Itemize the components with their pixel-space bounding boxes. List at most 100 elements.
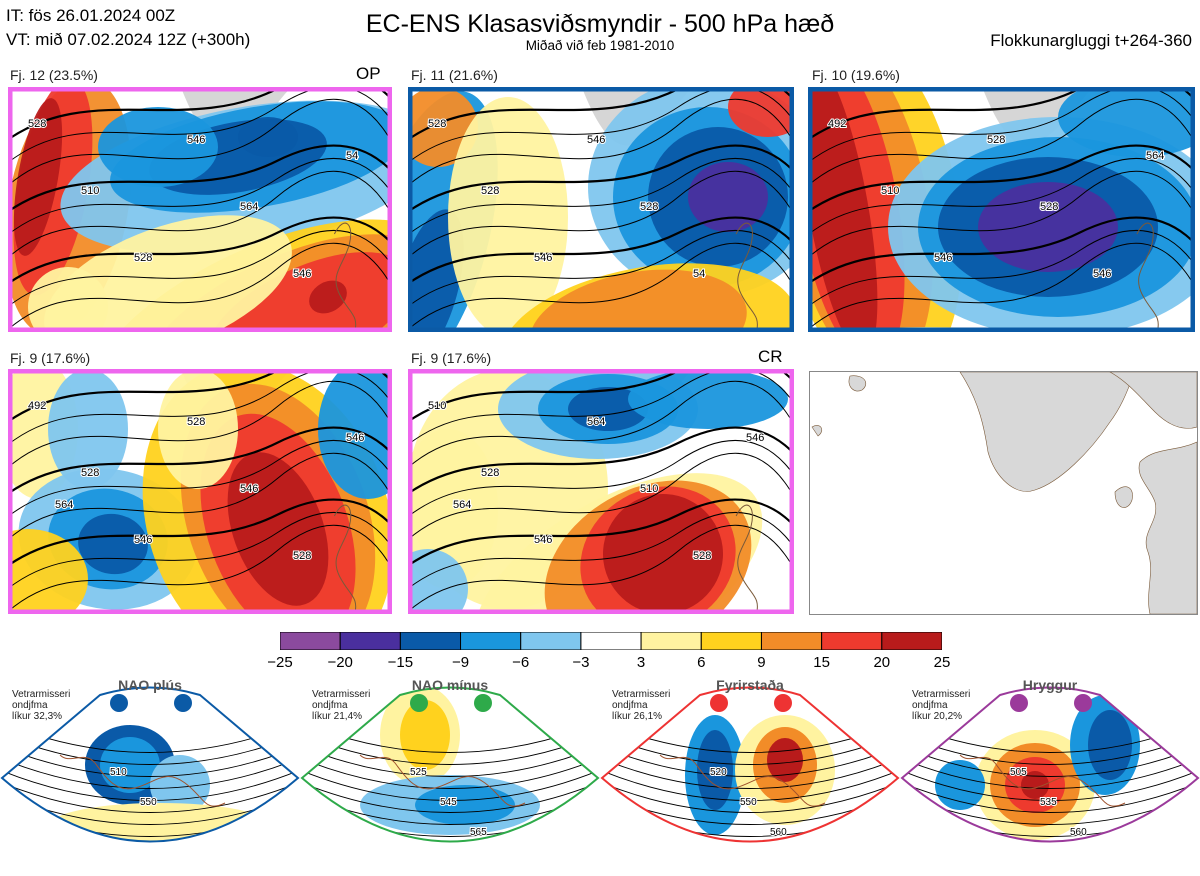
regime-anomaly: [1021, 771, 1049, 799]
contour-label: 528: [187, 416, 205, 428]
regime-anomaly: [935, 760, 985, 810]
contour-label: 528: [987, 134, 1005, 146]
regime-contour: [2, 755, 298, 789]
panel-border: [408, 369, 794, 614]
classification-window: Flokkunargluggi t+264-360: [990, 31, 1192, 50]
regime-contour: [602, 743, 898, 777]
contour-label: 528: [1040, 201, 1058, 213]
anomaly-region: [206, 252, 392, 332]
colorbar-tick-label: −15: [387, 654, 414, 671]
panel-border: [408, 87, 794, 332]
colorbar-tick-label: 15: [813, 654, 830, 671]
regime-title: Fyrirstaða: [716, 677, 784, 693]
colorbar-tick-label: 3: [636, 654, 646, 671]
regime-nao-plus: 510 550 NAO plús Vetrarmisseri ondjfma líkur …: [0, 675, 300, 871]
cluster-map: 510 528 546 564 510 528 546 564: [408, 369, 794, 614]
cluster-map: 492 510 546 528 528 546 564: [808, 87, 1195, 332]
page-subtitle: Miðað við feb 1981-2010: [525, 38, 675, 53]
issue-time: IT: fös 26.01.2024 00Z: [6, 6, 176, 25]
regime-note-line: Vetrarmisseri: [912, 689, 971, 700]
regime-note: Vetrarmisseri ondjfma líkur 32,3%: [12, 689, 70, 722]
colorbar-segment: [760, 632, 823, 650]
regime-contour: [2, 743, 298, 777]
regime-contour: [302, 779, 598, 813]
colorbar-tick-label: −25: [267, 654, 293, 671]
regime-contour-label: 565: [470, 827, 487, 838]
coastline: [333, 504, 357, 614]
regime-marker-dot: [1010, 694, 1028, 712]
contour-label: 510: [640, 483, 658, 495]
contour-label: 546: [534, 252, 552, 264]
contour-label: 510: [81, 185, 99, 197]
anomaly-region: [1058, 87, 1195, 157]
regime-note: Vetrarmisseri ondjfma líkur 21,4%: [312, 689, 370, 722]
colorbar-segment: [640, 632, 702, 650]
regime-contour: [902, 779, 1198, 813]
contour-label: 528: [481, 185, 499, 197]
cluster-map-panel: 510 528 546 564 510 528 546 564: [408, 369, 794, 614]
panel-3-label: Fj. 10 (19.6%): [812, 67, 900, 83]
contour-label: 564: [453, 499, 471, 511]
contour-label: 546: [346, 432, 364, 444]
regime-note-line: Vetrarmisseri: [612, 689, 671, 700]
regime-contour: [902, 767, 1198, 801]
contour-label: 528: [134, 252, 152, 264]
regime-note: Vetrarmisseri ondjfma líkur 20,2%: [912, 689, 970, 722]
contour-label: 546: [587, 134, 605, 146]
regime-note-line: ondjfma: [612, 700, 648, 711]
regime-contour-label: 510: [110, 767, 127, 778]
regime-contour: [602, 767, 898, 801]
coastline: [735, 504, 758, 614]
colorbar-segment: [339, 632, 401, 650]
regime-fan-border: [600, 686, 900, 843]
contour-label: 564: [1146, 150, 1164, 162]
empty-map-panel: [809, 371, 1198, 615]
coastline: [333, 222, 357, 332]
cluster-map-panel: 492 510 546 528 528 546 564: [808, 87, 1195, 332]
regime-fan-border: [0, 686, 300, 843]
anomaly-region: [688, 162, 768, 232]
regime-anomaly: [415, 785, 515, 825]
cluster-map-panel: 528 510 528 546 564 546 54: [8, 87, 392, 332]
regime-note: Vetrarmisseri ondjfma líkur 26,1%: [612, 689, 670, 722]
contour-label: 546: [934, 252, 952, 264]
contour-label: 546: [134, 534, 152, 546]
cluster-map: 528 510 528 546 564 546 54: [8, 87, 392, 332]
regime-contour: [902, 743, 1198, 777]
regime-fan: 505 535 560: [900, 686, 1200, 843]
contour-label: 510: [428, 400, 446, 412]
regime-contour: [602, 779, 898, 813]
contour-label: 54: [346, 150, 358, 162]
regime-contour: [302, 767, 598, 801]
contour-label: 546: [187, 134, 205, 146]
regime-contour-label: 560: [770, 827, 787, 838]
regime-contour-label: 525: [410, 767, 427, 778]
contour-label: 564: [240, 201, 258, 213]
contour-label: 54: [693, 268, 705, 280]
colorbar-tick-label: −20: [327, 654, 353, 671]
anomaly-region: [568, 387, 648, 431]
contour-label: 546: [746, 432, 764, 444]
contour-label: 546: [240, 483, 258, 495]
regime-note-line: ondjfma: [912, 700, 948, 711]
panel-5-label: Fj. 9 (17.6%): [411, 350, 492, 366]
regime-nao-minus: 525 545 565 NAO mínus Vetrarmisseri ondjfma lí…: [300, 675, 600, 871]
regime-marker-dot: [474, 694, 492, 712]
colorbar-segment: [280, 632, 341, 650]
contour-label: 546: [1093, 268, 1111, 280]
panel-1-label: Fj. 12 (23.5%): [10, 67, 98, 83]
colorbar: [280, 632, 942, 650]
coastline: [959, 754, 1126, 807]
anomaly-region: [8, 529, 88, 614]
panel-border: [8, 369, 392, 614]
colorbar-segment: [399, 632, 462, 650]
contour-label: 528: [293, 550, 311, 562]
anomaly-region: [728, 87, 794, 137]
regime-contour: [902, 755, 1198, 789]
coastline: [659, 754, 826, 807]
anomaly-region: [13, 98, 63, 256]
regime-contour-label: 505: [1010, 767, 1027, 778]
colorbar-tick-label: 6: [697, 654, 706, 671]
colorbar-segment: [580, 632, 642, 650]
regime-fan: 520 550 560: [600, 686, 900, 843]
